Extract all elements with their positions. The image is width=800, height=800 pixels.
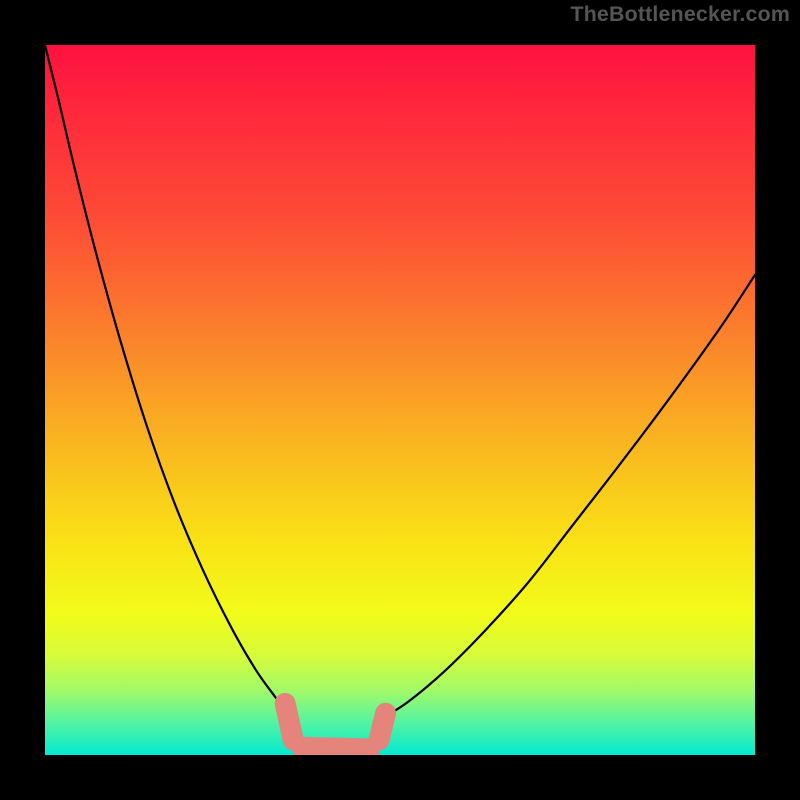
watermark-text: TheBottlenecker.com <box>570 2 790 27</box>
bottleneck-plot <box>0 0 800 800</box>
worm-left-bar <box>285 703 293 739</box>
figure-frame: TheBottlenecker.com <box>0 0 800 800</box>
worm-right-bar <box>379 713 385 740</box>
worm-bottom <box>302 747 369 749</box>
